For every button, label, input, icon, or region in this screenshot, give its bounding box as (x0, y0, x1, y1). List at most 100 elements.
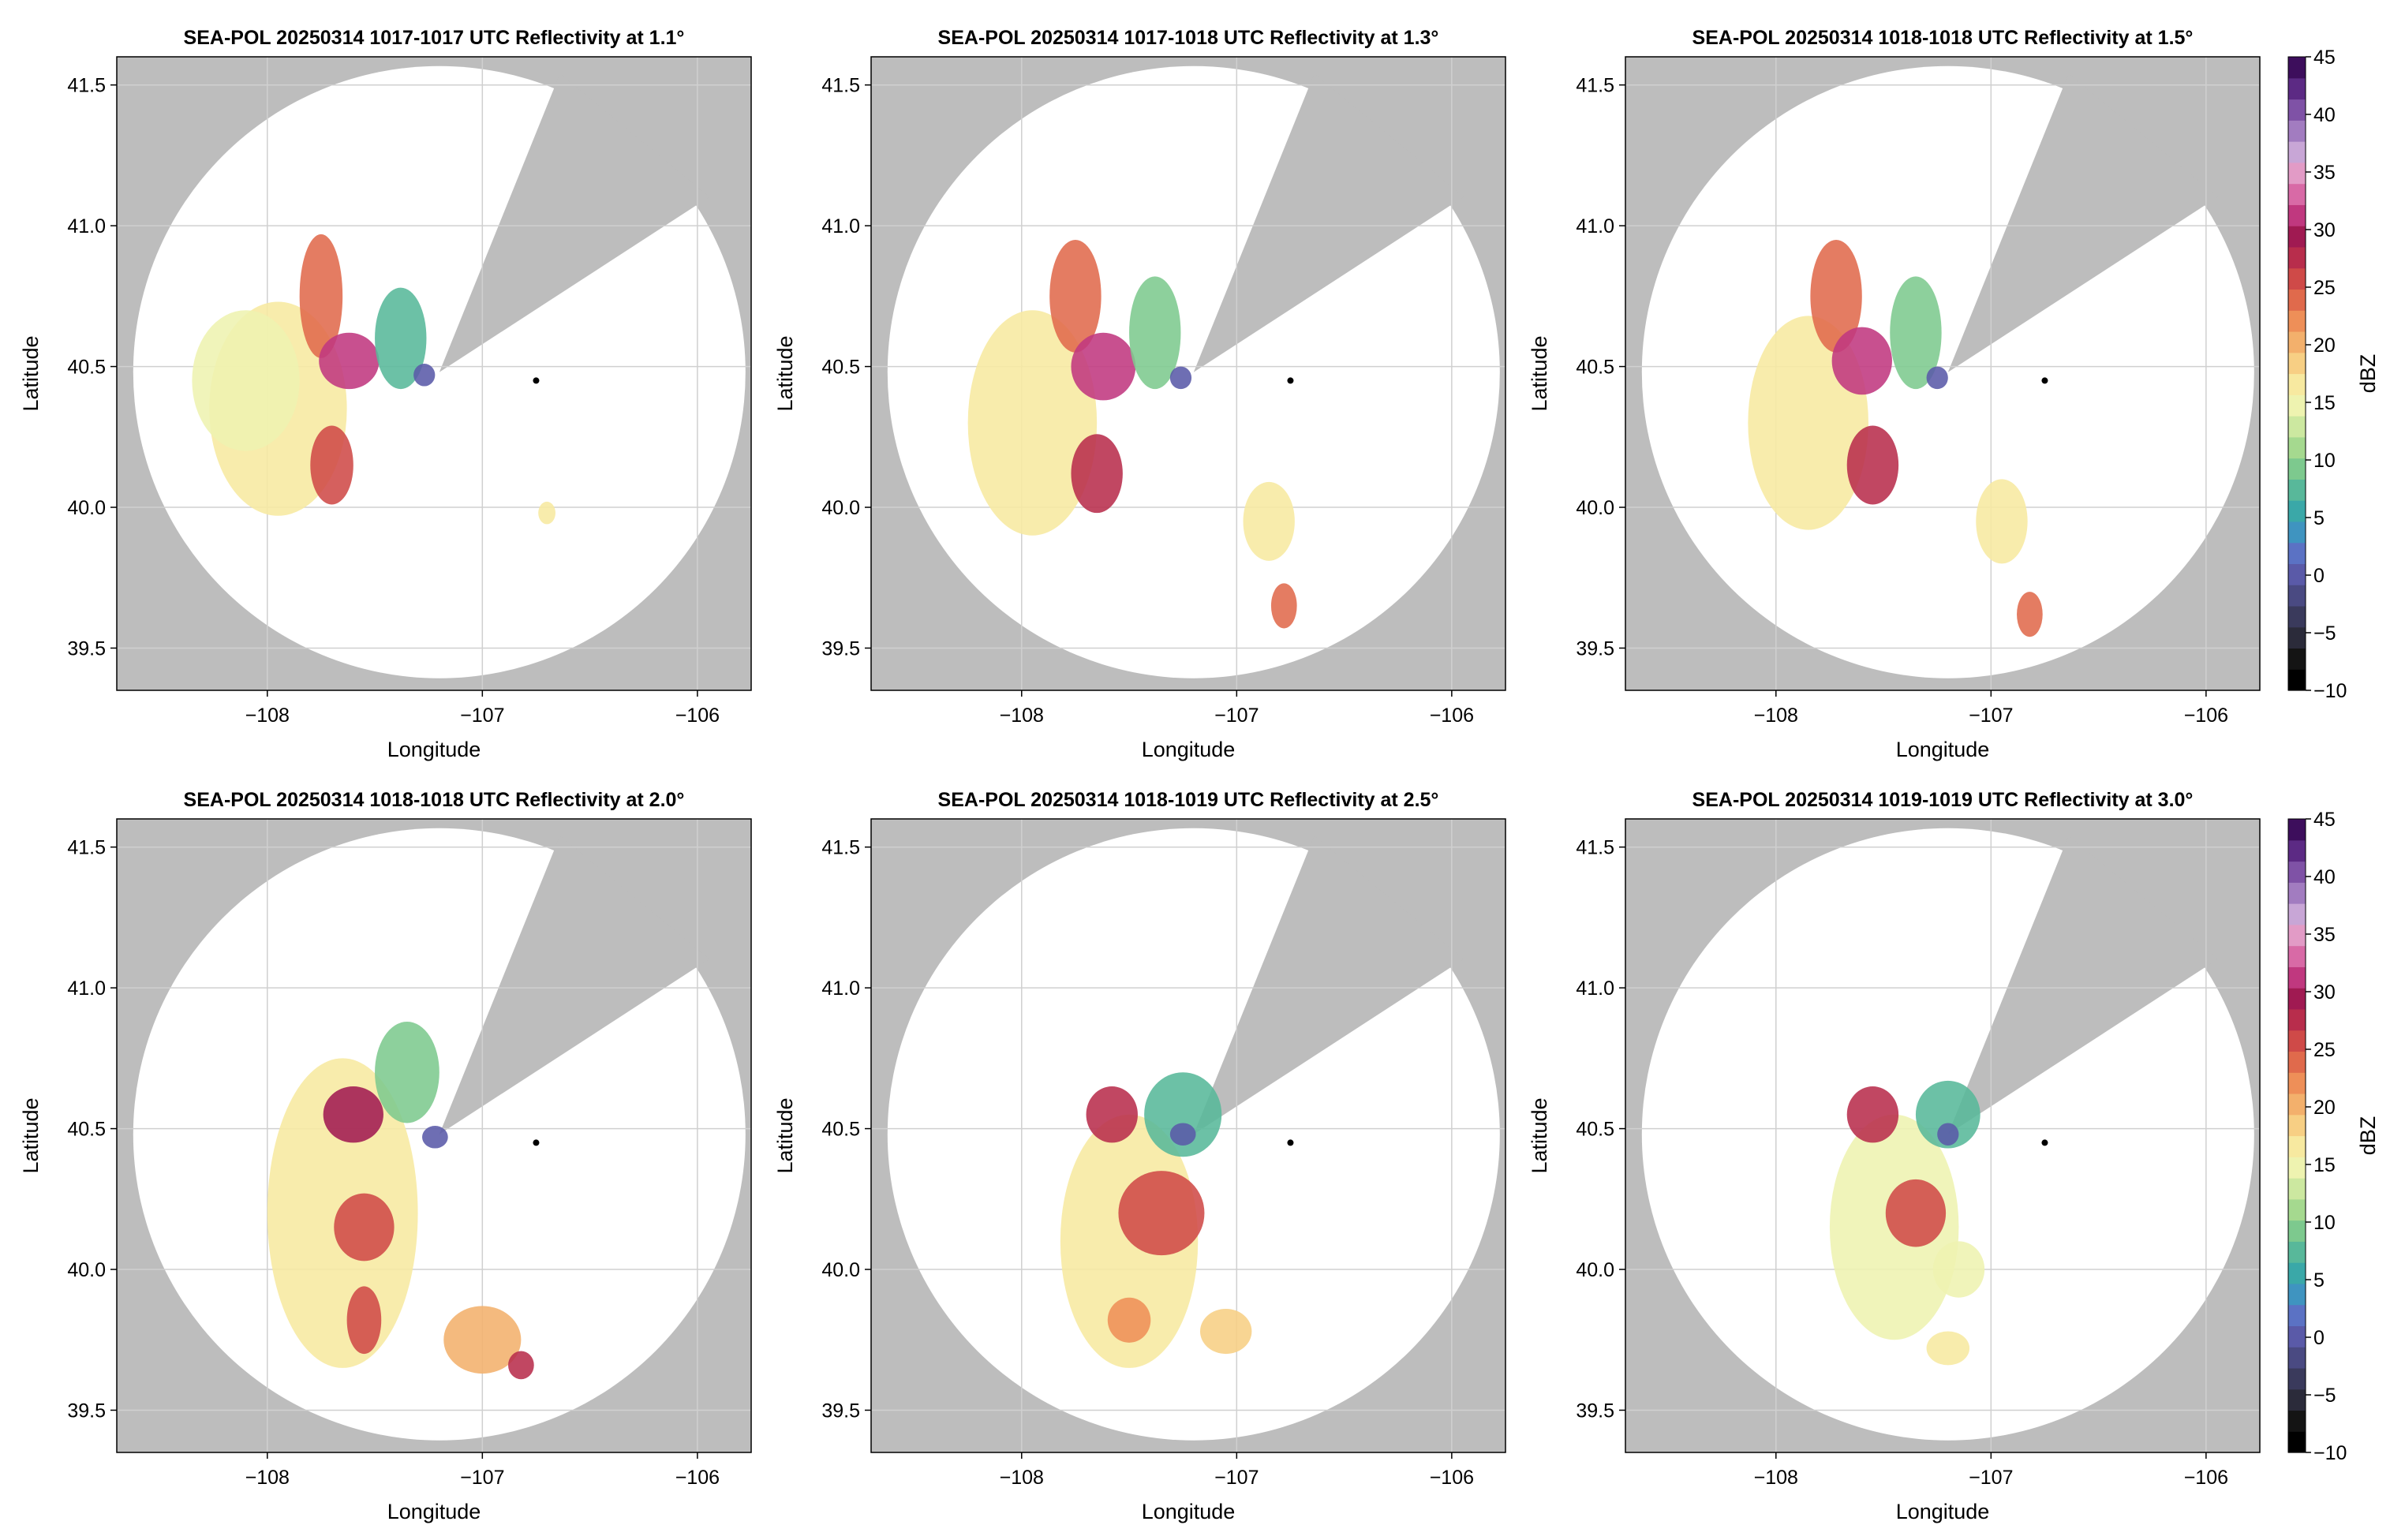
colorbar-segment (2288, 861, 2306, 883)
colorbar-segment (2288, 1178, 2306, 1200)
colorbar-segment (2288, 226, 2306, 248)
echo-region (413, 364, 436, 387)
site-marker (533, 1139, 540, 1146)
colorbar-tick-label: 20 (2313, 335, 2336, 357)
colorbar-2: −10 −5 0 5 10 15 20 25 30 35 40 45 dBZ (2287, 809, 2380, 1464)
echo-region (1810, 239, 1862, 353)
x-tick-label: −107 (1214, 705, 1259, 727)
echo-region (1932, 1241, 1985, 1298)
x-tick-label: −106 (2184, 705, 2228, 727)
y-tick-label: 41.5 (821, 837, 860, 859)
blocked-sector (1947, 73, 2218, 372)
y-tick-label: 41.5 (67, 75, 106, 97)
blocked-sector (1193, 73, 1464, 372)
echo-region (1937, 1123, 1959, 1146)
axes-frame (870, 56, 1506, 691)
colorbar-segment (2288, 1008, 2306, 1031)
y-tick-label: 40.5 (67, 1119, 106, 1141)
echo-region (1243, 481, 1295, 561)
colorbar-segment (2288, 1030, 2306, 1052)
colorbar-segment (2288, 669, 2306, 691)
axes-frame (870, 818, 1506, 1453)
y-tick-label: 41.0 (1576, 977, 1614, 1000)
y-tick-label: 40.0 (67, 1259, 106, 1281)
colorbar-segment (2288, 416, 2306, 438)
x-tick-label: −107 (460, 1467, 504, 1489)
y-axis-label: Latitude (1528, 1097, 1551, 1173)
echo-region (1831, 327, 1892, 395)
colorbar-segment (2288, 1283, 2306, 1306)
site-marker (533, 377, 540, 384)
echo-region (508, 1351, 534, 1380)
colorbar-segment (2288, 99, 2306, 121)
x-axis-label: Longitude (1142, 738, 1236, 761)
colorbar-segment (2288, 1157, 2306, 1179)
colorbar-segment (2288, 331, 2306, 353)
echo-region (1071, 332, 1136, 401)
x-tick-label: −108 (245, 1467, 290, 1489)
colorbar-segment (2288, 626, 2306, 649)
y-axis-label: Latitude (773, 335, 797, 411)
x-tick-label: −107 (1969, 1467, 2013, 1489)
y-tick-label: 41.0 (821, 977, 860, 1000)
colorbar-tick-label: −10 (2313, 680, 2347, 702)
colorbar-segment (2288, 183, 2306, 205)
colorbar-segment (2288, 479, 2306, 501)
x-tick-label: −106 (675, 705, 720, 727)
colorbar-segment (2288, 458, 2306, 480)
panel-title: SEA-POL 20250314 1019-1019 UTC Reflectiv… (1692, 789, 2194, 811)
panel-title: SEA-POL 20250314 1017-1018 UTC Reflectiv… (938, 27, 1439, 49)
echo-region (1144, 1072, 1222, 1157)
colorbar-segment (2288, 1262, 2306, 1284)
colorbar-tick-label: 30 (2313, 981, 2336, 1004)
colorbar-segment (2288, 1367, 2306, 1390)
x-tick-label: −106 (2184, 1467, 2228, 1489)
radar-panel-5: SEA-POL 20250314 1018-1019 UTC Reflectiv… (773, 789, 1506, 1523)
y-tick-label: 40.5 (821, 1119, 860, 1141)
y-tick-label: 40.0 (821, 1259, 860, 1281)
colorbar-tick-label: 30 (2313, 219, 2336, 241)
colorbar-tick-label: 20 (2313, 1097, 2336, 1119)
colorbar-tick-label: 5 (2313, 507, 2325, 529)
panel-title: SEA-POL 20250314 1018-1018 UTC Reflectiv… (184, 789, 685, 811)
colorbar-segment (2288, 1431, 2306, 1453)
colorbar-tick-label: −5 (2313, 622, 2336, 645)
colorbar-tick-label: −5 (2313, 1385, 2336, 1407)
colorbar-segment (2288, 924, 2306, 947)
echo-region (1846, 425, 1899, 505)
y-tick-label: 40.0 (1576, 1259, 1614, 1281)
x-axis-label: Longitude (387, 738, 481, 761)
colorbar-segment (2288, 120, 2306, 142)
x-tick-label: −108 (1000, 705, 1044, 727)
blocked-sector (1193, 835, 1464, 1134)
echo-region (192, 310, 300, 451)
y-tick-label: 41.0 (821, 215, 860, 237)
echo-region (310, 425, 353, 505)
colorbar-tick-label: 15 (2313, 1154, 2336, 1176)
echo-region (375, 1021, 439, 1123)
y-tick-label: 40.5 (821, 357, 860, 379)
colorbar-segment (2288, 585, 2306, 607)
colorbar-segment (2288, 542, 2306, 564)
echo-region (1926, 366, 1948, 390)
axes-frame (116, 818, 752, 1453)
colorbar-tick-label: −10 (2313, 1442, 2347, 1464)
y-tick-label: 41.5 (1576, 837, 1614, 859)
radar-panel-4: SEA-POL 20250314 1018-1018 UTC Reflectiv… (19, 789, 752, 1523)
colorbar-frame (2287, 818, 2306, 1453)
colorbar-segment (2288, 648, 2306, 670)
plot-area (117, 819, 751, 1452)
colorbar-tick-label: 0 (2313, 1327, 2325, 1349)
colorbar-tick-label: 25 (2313, 1039, 2336, 1061)
colorbar-segment (2288, 289, 2306, 311)
y-axis-label: Latitude (19, 335, 43, 411)
echo-region (1169, 366, 1192, 390)
y-tick-label: 40.0 (821, 497, 860, 519)
colorbar-segment (2288, 1072, 2306, 1094)
colorbar-segment (2288, 882, 2306, 904)
radar-panel-2: SEA-POL 20250314 1017-1018 UTC Reflectiv… (773, 27, 1506, 761)
x-tick-label: −106 (1430, 705, 1474, 727)
colorbar-segment (2288, 839, 2306, 862)
colorbar-tick-label: 0 (2313, 565, 2325, 587)
